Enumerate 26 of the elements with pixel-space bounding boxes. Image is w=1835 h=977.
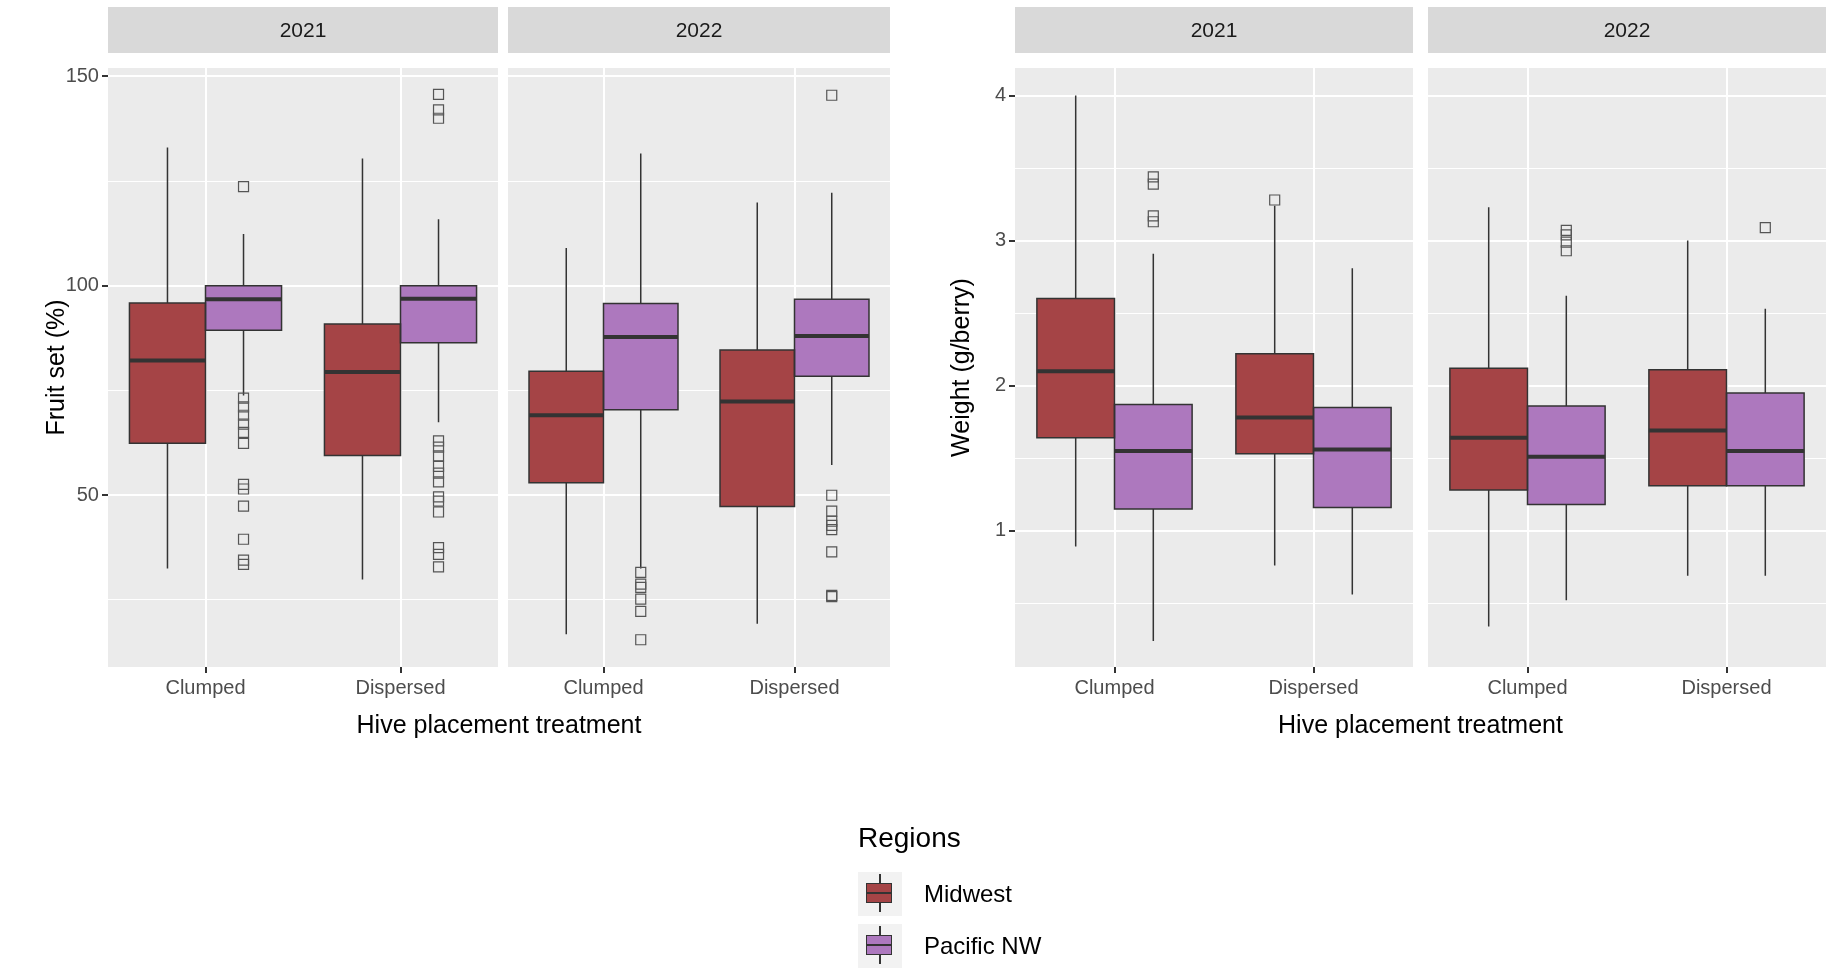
x-axis-title: Hive placement treatment — [1277, 710, 1564, 739]
x-tick-label: Clumped — [165, 675, 246, 698]
y-axis-title: Fruit set (%) — [40, 299, 69, 436]
y-axis-title: Weight (g/berry) — [945, 278, 974, 457]
chart-title: 2021 — [108, 7, 498, 53]
y-tick-label: 100 — [65, 273, 99, 296]
chart-title: 2021 — [1015, 7, 1413, 53]
y-tick-label: 50 — [76, 482, 99, 505]
legend-title: Regions — [858, 822, 962, 854]
x-tick-label: Dispersed — [1681, 675, 1772, 698]
y-tick-label: 1 — [994, 518, 1006, 541]
legend-label: Pacific NW — [924, 932, 1042, 960]
x-tick-label: Dispersed — [1268, 675, 1359, 698]
y-tick-label: 4 — [994, 83, 1006, 106]
y-tick-label: 2 — [994, 373, 1006, 396]
x-tick-label: Clumped — [1487, 675, 1568, 698]
x-tick-label: Dispersed — [355, 675, 446, 698]
x-tick-label: Dispersed — [749, 675, 840, 698]
y-tick-label: 150 — [65, 63, 99, 86]
x-tick-label: Clumped — [1074, 675, 1155, 698]
y-tick-label: 3 — [994, 228, 1006, 251]
legend-label: Midwest — [924, 880, 1013, 908]
chart-title: 2022 — [508, 7, 890, 53]
chart-title: 2022 — [1428, 7, 1826, 53]
x-tick-label: Clumped — [563, 675, 644, 698]
x-axis-title: Hive placement treatment — [355, 710, 643, 739]
